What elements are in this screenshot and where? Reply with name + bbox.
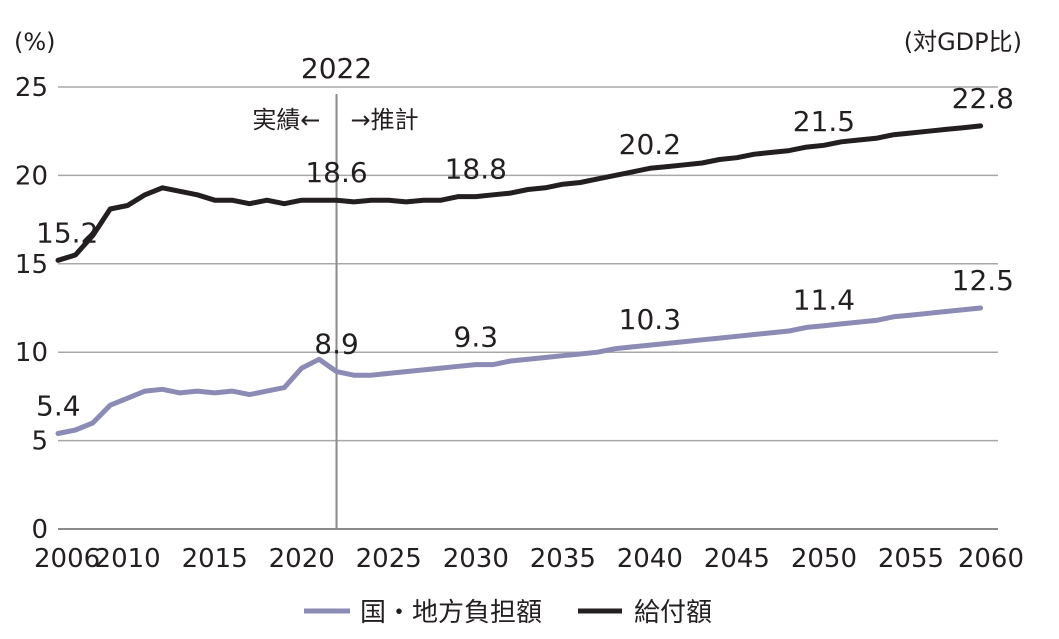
- y-axis-unit: (%): [14, 28, 56, 56]
- data-label: 15.2: [36, 216, 98, 249]
- x-tick-label: 2055: [878, 544, 944, 574]
- series-line-burden: [55, 305, 984, 436]
- series-line-benefit: [55, 123, 984, 263]
- legend-label-benefit: 給付額: [634, 598, 712, 628]
- y-tick-label: 5: [31, 427, 48, 457]
- data-label: 18.8: [445, 153, 507, 186]
- data-label: 5.4: [36, 390, 81, 423]
- y-tick-label: 20: [15, 161, 48, 191]
- legend-label-burden: 国・地方負担額: [360, 598, 542, 628]
- series-lines: [55, 123, 984, 436]
- unit-note: (対GDP比): [904, 28, 1022, 56]
- x-tick-label: 2035: [530, 544, 596, 574]
- x-tick-label: 2006: [34, 544, 100, 574]
- actual-label: 実績←: [252, 106, 320, 134]
- data-label: 8.9: [314, 328, 359, 361]
- data-label: 21.5: [793, 105, 855, 138]
- y-tick-label: 25: [15, 73, 48, 103]
- y-tick-label: 0: [31, 515, 48, 545]
- data-label: 12.5: [952, 264, 1014, 297]
- legend: 国・地方負担額 給付額: [304, 598, 712, 628]
- x-tick-label: 2040: [617, 544, 683, 574]
- forecast-label: →推計: [351, 106, 419, 134]
- x-tick-label: 2010: [95, 544, 161, 574]
- data-label: 10.3: [619, 303, 681, 336]
- x-tick-label: 2045: [704, 544, 770, 574]
- x-tick-label: 2015: [182, 544, 248, 574]
- data-labels: 5.4 8.9 9.3 10.3 11.4 12.5 15.2 18.6 18.8 20.2 21.…: [36, 82, 1014, 423]
- data-label: 20.2: [619, 128, 681, 161]
- x-tick-label: 2050: [791, 544, 857, 574]
- x-tick-label: 2030: [443, 544, 509, 574]
- x-tick-label: 2020: [269, 544, 335, 574]
- y-tick-label: 10: [15, 338, 48, 368]
- divider-2022: 2022 実績← →推計: [252, 52, 419, 529]
- data-label: 11.4: [793, 283, 855, 316]
- y-tick-label: 15: [15, 250, 48, 280]
- data-label: 22.8: [952, 82, 1014, 115]
- x-tick-label: 2060: [958, 544, 1024, 574]
- gridlines: [58, 86, 998, 530]
- divider-year-label: 2022: [301, 52, 372, 85]
- x-tick-label: 2025: [356, 544, 422, 574]
- data-label: 18.6: [305, 156, 367, 189]
- y-axis-ticks: 0 5 10 15 20 25: [15, 73, 48, 545]
- data-label: 9.3: [454, 321, 499, 354]
